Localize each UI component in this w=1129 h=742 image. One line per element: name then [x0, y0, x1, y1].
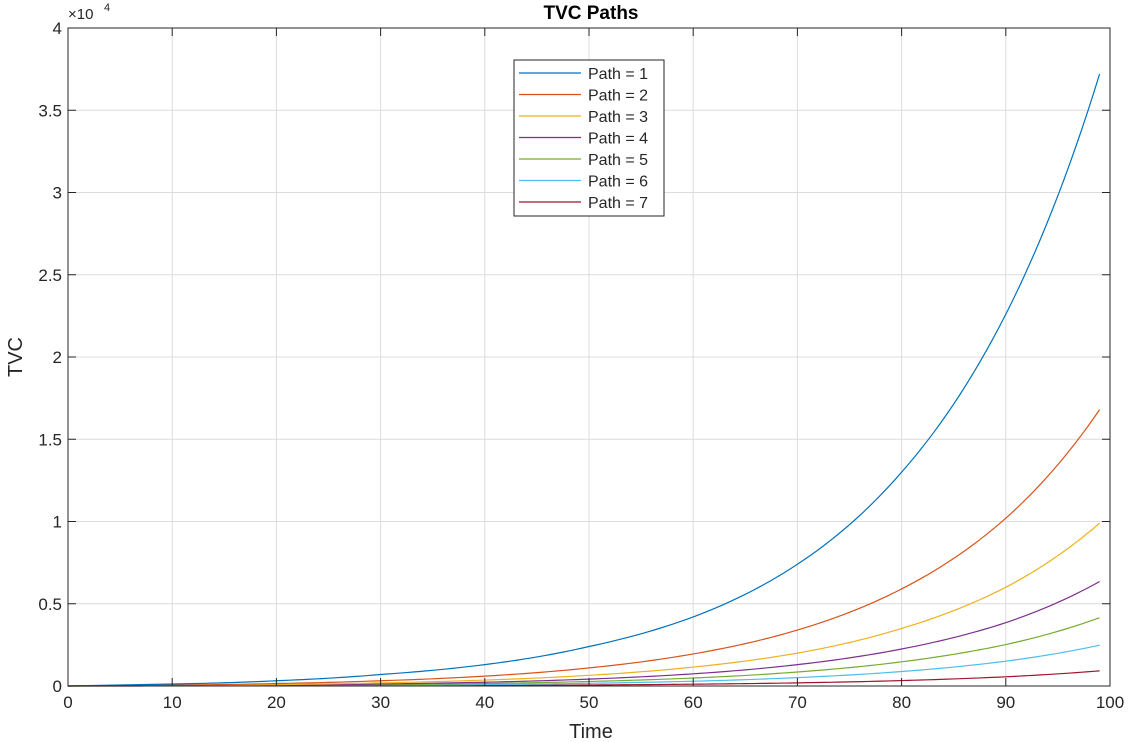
- legend-label: Path = 3: [588, 109, 648, 126]
- y-tick-labels: 0 0.5 1 1.5 2 2.5 3 3.5 4: [38, 19, 62, 696]
- y-tick-label: 3: [53, 184, 62, 203]
- x-tick-label: 0: [63, 693, 72, 712]
- x-tick-label: 90: [996, 693, 1015, 712]
- series-line: [67, 409, 1101, 687]
- y-tick-label: 2: [53, 348, 62, 367]
- legend: Path = 1 Path = 2 Path = 3 Path = 4 Path = 5…: [513, 59, 665, 217]
- chart-title: TVC Paths: [543, 3, 638, 24]
- x-tick-labels: 0 10 20 30 40 50 60 70 80 90 100: [63, 693, 1124, 712]
- x-tick-label: 50: [580, 693, 599, 712]
- x-tick-label: 80: [892, 693, 911, 712]
- y-tick-label: 0.5: [38, 595, 62, 614]
- x-tick-label: 10: [163, 693, 182, 712]
- x-tick-label: 20: [267, 693, 286, 712]
- legend-label: Path = 5: [588, 152, 648, 169]
- x-tick-label: 30: [371, 693, 390, 712]
- x-tick-label: 40: [475, 693, 494, 712]
- y-tick-label: 4: [53, 19, 62, 38]
- y-tick-label: 1: [53, 513, 62, 532]
- axis-ticks: [67, 27, 1111, 687]
- y-axis-title: TVC: [5, 337, 27, 377]
- series-line: [67, 73, 1101, 687]
- legend-label: Path = 2: [588, 88, 648, 105]
- y-tick-label: 1.5: [38, 430, 62, 449]
- y-axis-exponent: ×10 4: [68, 2, 110, 23]
- legend-label: Path = 4: [588, 131, 648, 148]
- y-exponent-power: 4: [104, 2, 110, 14]
- x-tick-label: 70: [788, 693, 807, 712]
- x-tick-label: 100: [1096, 693, 1124, 712]
- y-tick-label: 2.5: [38, 266, 62, 285]
- series-line: [67, 522, 1100, 687]
- legend-label: Path = 1: [588, 66, 648, 83]
- y-tick-label: 0: [53, 677, 62, 696]
- y-exponent-base: ×10: [68, 6, 93, 23]
- y-tick-label: 3.5: [38, 101, 62, 120]
- x-tick-label: 60: [684, 693, 703, 712]
- legend-label: Path = 6: [588, 174, 648, 191]
- series-line: [67, 581, 1100, 687]
- x-axis-title: Time: [569, 721, 613, 742]
- legend-label: Path = 7: [588, 195, 648, 212]
